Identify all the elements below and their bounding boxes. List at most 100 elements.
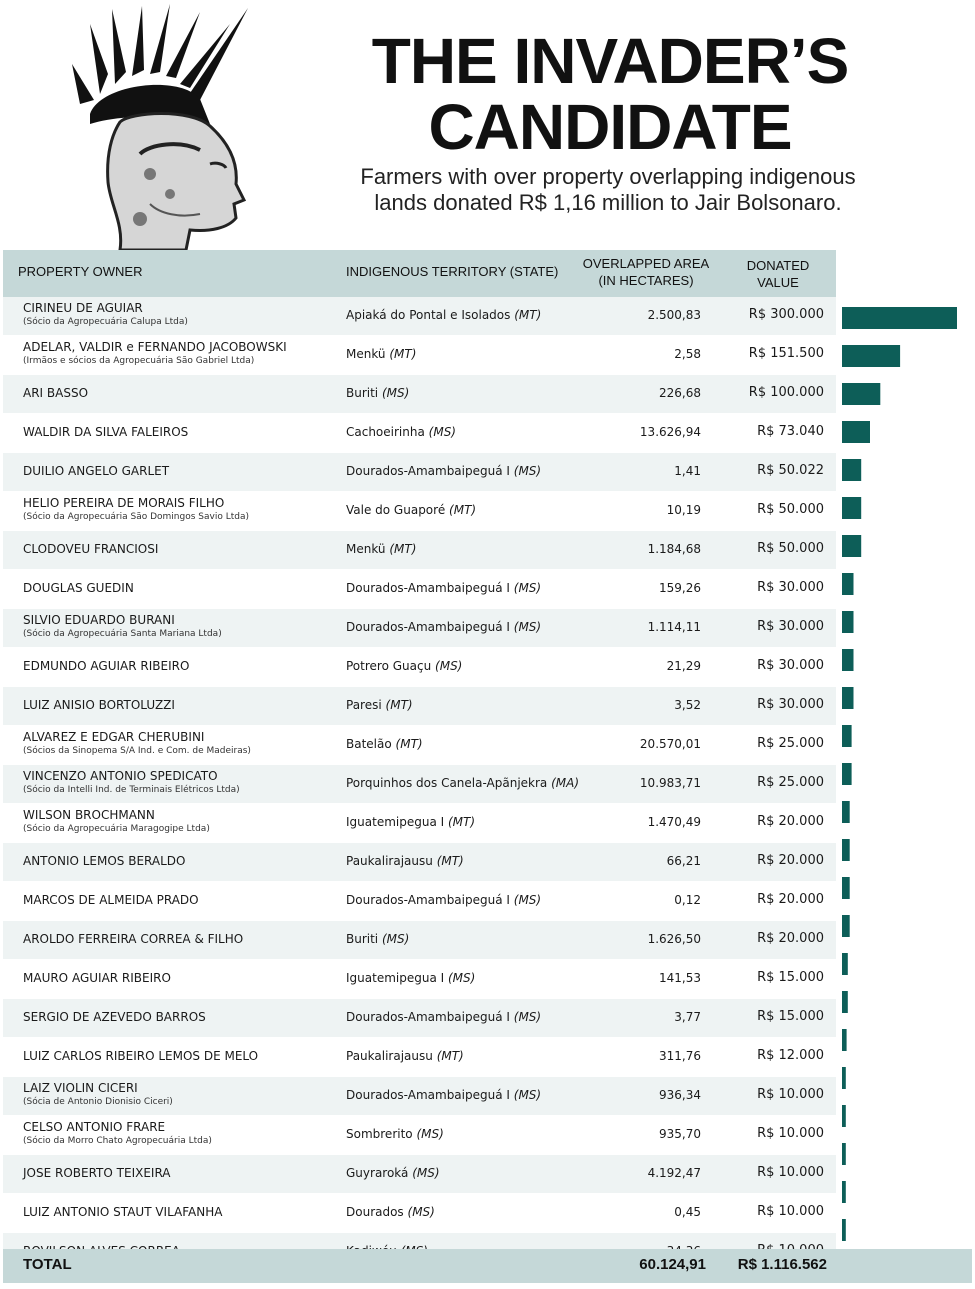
donated-value: R$ 100.000 [748,385,824,400]
table-row: VINCENZO ANTONIO SPEDICATO (Sócio da Inte… [3,765,836,804]
overlapped-area: 935,70 [659,1127,701,1141]
overlapped-area: 2,58 [674,347,701,361]
bar-13 [842,763,852,785]
donated-value: R$ 12.000 [757,1048,824,1063]
territory-cell: Dourados-Amambaipeguá I (MS) [346,581,541,595]
table-row: EDMUNDO AGUIAR RIBEIRO Potrero Guaçu (MS)… [3,648,836,687]
territory-name: Paukalirajausu [346,1049,433,1063]
territory-name: Dourados-Amambaipeguá I [346,581,510,595]
overlapped-area: 4.192,47 [647,1166,701,1180]
territory-cell: Porquinhos dos Canela-Apãnjekra (MA) [346,776,579,790]
overlapped-area: 311,76 [659,1049,701,1063]
territory-cell: Sombrerito (MS) [346,1127,444,1141]
territory-state: (MS) [513,893,542,907]
overlapped-area: 2.500,83 [647,308,701,322]
table-header: PROPERTY OWNER INDIGENOUS TERRITORY (STA… [3,250,836,298]
owner-name: LUIZ CARLOS RIBEIRO LEMOS DE MELO [23,1049,259,1063]
bar-4 [842,421,870,443]
total-label: TOTAL [23,1256,72,1273]
territory-cell: Dourados (MS) [346,1205,435,1219]
overlapped-area: 10.983,71 [639,776,701,790]
donated-value: R$ 25.000 [757,736,824,751]
title-line-1: THE INVADER’S [371,25,850,97]
owner-name: MARCOS DE ALMEIDA PRADO [23,893,199,907]
territory-state: (MS) [513,464,542,478]
donated-value: R$ 15.000 [757,970,824,985]
territory-cell: Vale do Guaporé (MT) [346,503,476,517]
bar-6 [842,497,862,519]
territory-name: Dourados [346,1205,404,1219]
territory-state: (MT) [436,1049,464,1063]
territory-cell: Dourados-Amambaipeguá I (MS) [346,1010,541,1024]
owner-name: CIRINEU DE AGUIAR [23,301,143,315]
territory-name: Dourados-Amambaipeguá I [346,464,510,478]
bar-14 [842,801,850,823]
bar-17 [842,915,850,937]
donated-value: R$ 50.000 [757,541,824,556]
overlapped-area: 66,21 [666,854,701,868]
bar-22 [842,1105,846,1127]
donated-value: R$ 50.000 [757,502,824,517]
owner-name: ALVAREZ E EDGAR CHERUBINI [23,730,205,744]
portrait-illustration [72,4,248,250]
territory-state: (MS) [513,1010,542,1024]
territory-state: (MT) [389,347,417,361]
table-row: LAIZ VIOLIN CICERI (Sócia de Antonio Dion… [3,1077,836,1116]
bar-15 [842,839,850,861]
column-header-donated-line-2: VALUE [757,275,799,290]
owner-name: SERGIO DE AZEVEDO BARROS [23,1010,206,1024]
owner-name: SILVIO EDUARDO BURANI [23,613,175,627]
overlapped-area: 936,34 [659,1088,701,1102]
territory-state: (MS) [447,971,476,985]
bar-19 [842,991,848,1013]
territory-cell: Dourados-Amambaipeguá I (MS) [346,1088,541,1102]
owner-name: WALDIR DA SILVA FALEIROS [23,425,189,439]
owner-company: (Sócio da Agropecuária São Domingos Savi… [23,512,249,522]
donated-value: R$ 10.000 [757,1087,824,1102]
bar-9 [842,611,854,633]
territory-cell: Dourados-Amambaipeguá I (MS) [346,893,541,907]
donated-value: R$ 30.000 [757,658,824,673]
overlapped-area: 1.114,11 [647,620,701,634]
column-header-area-line-1: OVERLAPPED AREA [582,256,710,271]
overlapped-area: 3,77 [674,1010,701,1024]
owner-company: (Sócios da Sinopema S/A Ind. e Com. de M… [23,746,251,756]
owner-name: VINCENZO ANTONIO SPEDICATO [23,769,218,783]
territory-cell: Cachoeirinha (MS) [346,425,456,439]
territory-cell: Menkü (MT) [346,347,416,361]
owner-name: LUIZ ANISIO BORTOLUZZI [23,698,175,712]
territory-state: (MS) [513,620,542,634]
territory-name: Porquinhos dos Canela-Apãnjekra [346,776,548,790]
subtitle-line-2: lands donated R$ 1,16 million to Jair Bo… [374,190,842,215]
territory-name: Dourados-Amambaipeguá I [346,620,510,634]
owner-name: CLODOVEU FRANCIOSI [23,542,159,556]
owner-name: JOSE ROBERTO TEIXEIRA [23,1166,171,1180]
owner-name: WILSON BROCHMANN [23,808,155,822]
territory-name: Batelão [346,737,392,751]
page-title: THE INVADER’S CANDIDATE [330,28,890,160]
territory-state: (MS) [428,425,456,439]
donated-value: R$ 15.000 [757,1009,824,1024]
table-row: CIRINEU DE AGUIAR (Sócio da Agropecuária … [3,297,836,336]
territory-cell: Paresi (MT) [346,698,413,712]
table-row: WALDIR DA SILVA FALEIROS Cachoeirinha (MS… [3,414,836,453]
territory-state: (MS) [381,932,410,946]
column-header-donated: DONATED VALUE [738,257,818,291]
table-row: MARCOS DE ALMEIDA PRADO Dourados-Amambaip… [3,882,836,921]
territory-cell: Dourados-Amambaipeguá I (MS) [346,620,541,634]
table-row: LUIZ ANTONIO STAUT VILAFANHA Dourados (MS… [3,1194,836,1233]
territory-name: Iguatemipegua I [346,971,445,985]
bar-2 [842,345,901,367]
territory-name: Menkü [346,347,386,361]
overlapped-area: 159,26 [659,581,701,595]
subtitle-line-1: Farmers with over property overlapping i… [360,164,856,189]
donated-value: R$ 10.000 [757,1126,824,1141]
donated-value: R$ 10.000 [757,1165,824,1180]
owner-name: ADELAR, VALDIR e FERNANDO JACOBOWSKI [23,340,287,354]
column-header-donated-line-1: DONATED [746,258,810,273]
table-row: SERGIO DE AZEVEDO BARROS Dourados-Amambai… [3,999,836,1038]
overlapped-area: 10,19 [666,503,701,517]
owner-name: DUILIO ANGELO GARLET [23,464,170,478]
donated-value: R$ 20.000 [757,853,824,868]
territory-name: Paukalirajausu [346,854,433,868]
